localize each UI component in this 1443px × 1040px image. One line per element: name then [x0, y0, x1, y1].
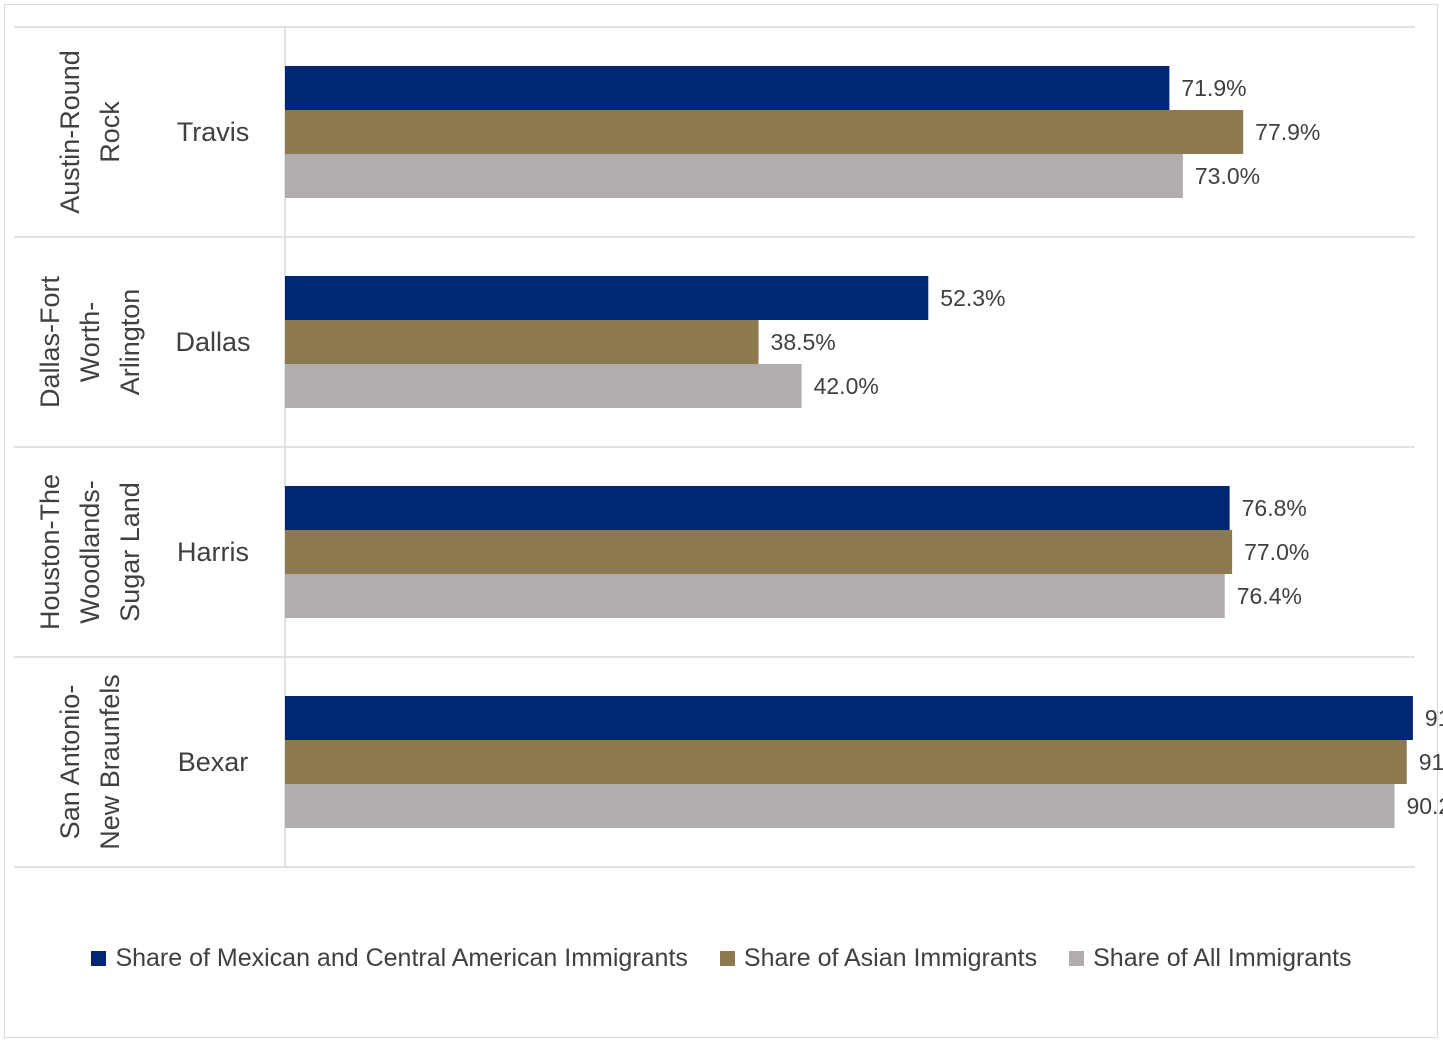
metro-area-label-line: New Braunfels — [95, 674, 125, 850]
bar — [285, 110, 1244, 154]
legend-label-asian: Share of Asian Immigrants — [743, 944, 1038, 972]
metro-area-label-line: San Antonio- — [55, 685, 85, 840]
data-label: 91.7% — [1425, 705, 1443, 731]
metro-area-label-line: Rock — [95, 101, 125, 163]
bar — [285, 486, 1230, 530]
data-label: 77.0% — [1244, 539, 1309, 565]
data-label: 77.9% — [1255, 119, 1320, 145]
bar — [285, 276, 929, 320]
data-label: 73.0% — [1195, 163, 1260, 189]
metro-area-label-line: Sugar Land — [115, 482, 145, 622]
data-label: 42.0% — [814, 373, 879, 399]
metro-area-label-line: Houston-The — [35, 474, 65, 630]
metro-area-label-line: Austin-Round — [55, 50, 85, 214]
bar — [285, 696, 1413, 740]
data-label: 38.5% — [771, 329, 836, 355]
bar — [285, 574, 1225, 618]
bar — [285, 154, 1183, 198]
metro-area-label: Houston-The Woodlands- Sugar Land — [35, 474, 145, 630]
metro-area-label: Dallas-Fort Worth- Arlington — [35, 275, 145, 408]
metro-area-label-line: Worth- — [75, 302, 105, 383]
bar — [285, 784, 1395, 828]
metro-area-label: San Antonio- New Braunfels — [55, 674, 125, 850]
legend: Share of Mexican and Central American Im… — [0, 944, 1443, 973]
county-label: Harris — [177, 537, 249, 567]
legend-label-mexican-central-american: Share of Mexican and Central American Im… — [115, 944, 688, 972]
legend-item-mexican-central-american: Share of Mexican and Central American Im… — [91, 944, 688, 973]
data-label: 76.4% — [1237, 583, 1302, 609]
bar — [285, 364, 802, 408]
metro-area-label-line: Dallas-Fort — [35, 275, 65, 408]
county-label: Bexar — [178, 747, 249, 777]
bar — [285, 740, 1407, 784]
bar — [285, 66, 1170, 110]
county-label: Travis — [177, 117, 250, 147]
data-label: 76.8% — [1242, 495, 1307, 521]
legend-swatch-asian — [719, 951, 735, 966]
bar — [285, 530, 1233, 574]
metro-area-label: Austin-Round Rock — [55, 50, 125, 214]
legend-item-all-immigrants: Share of All Immigrants — [1069, 944, 1352, 973]
data-label: 52.3% — [940, 285, 1005, 311]
metro-area-label-line: Arlington — [115, 289, 145, 396]
data-label: 71.9% — [1181, 75, 1246, 101]
data-label: 90.2% — [1406, 793, 1443, 819]
county-label: Dallas — [175, 327, 250, 357]
legend-swatch-mexican-central-american — [91, 951, 107, 966]
bar — [285, 320, 759, 364]
metro-area-label-line: Woodlands- — [75, 480, 105, 624]
legend-label-all-immigrants: Share of All Immigrants — [1093, 944, 1352, 972]
data-label: 91.2% — [1419, 749, 1443, 775]
legend-item-asian: Share of Asian Immigrants — [719, 944, 1038, 973]
legend-swatch-all-immigrants — [1069, 951, 1085, 966]
